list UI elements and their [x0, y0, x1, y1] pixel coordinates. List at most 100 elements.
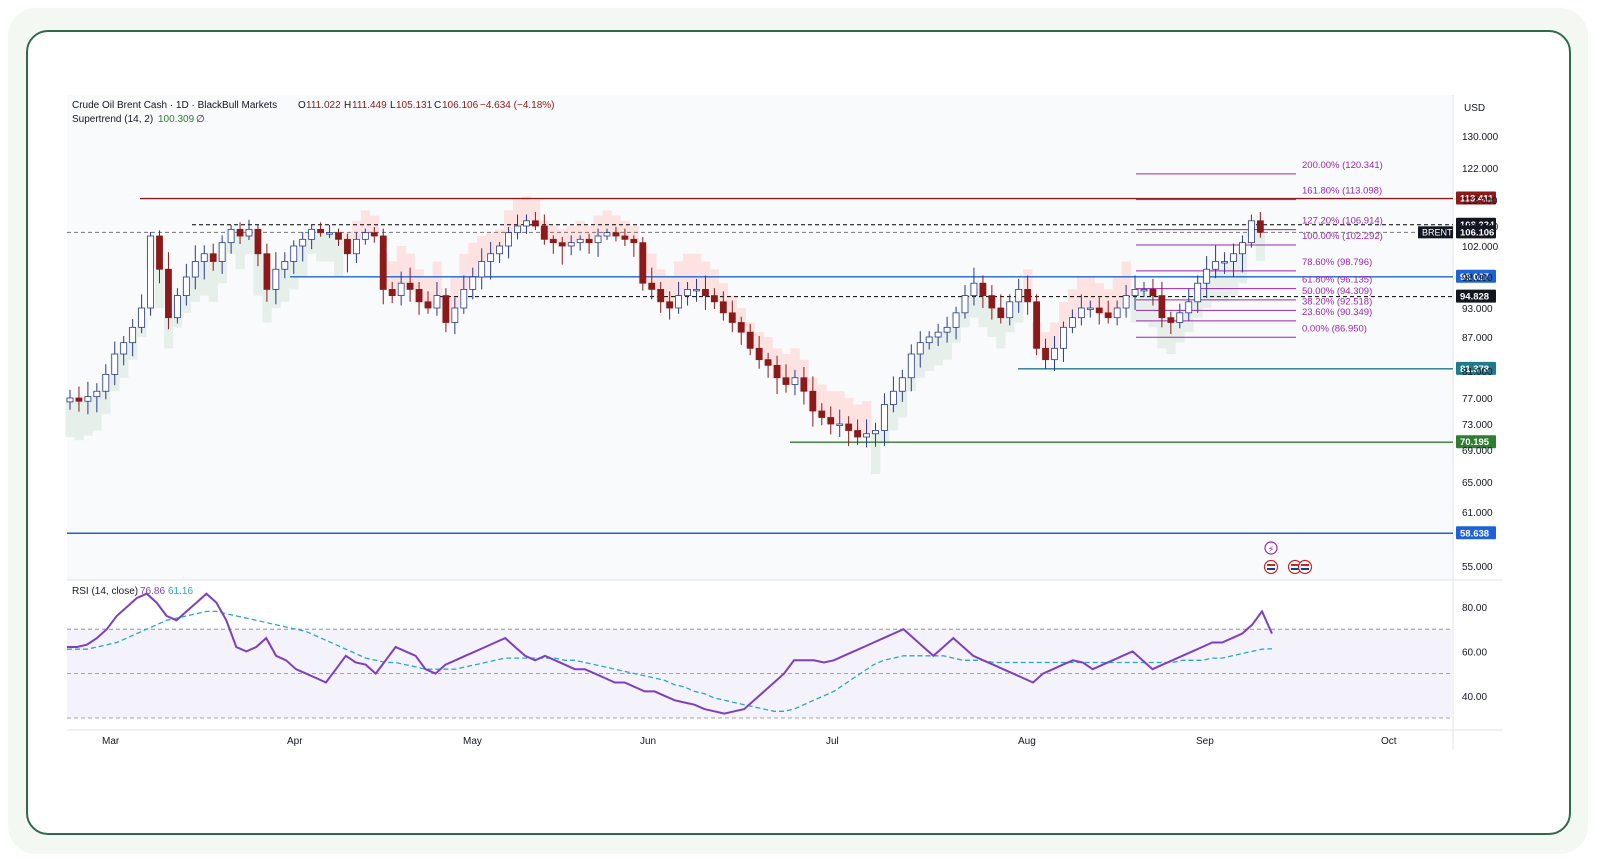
- candle-body: [791, 377, 799, 385]
- candle-body: [1176, 312, 1184, 323]
- y-tick-label: 69.000: [1462, 446, 1493, 457]
- supertrend-band: [817, 384, 827, 418]
- supertrend-band: [683, 253, 693, 290]
- level-price-text: 108.234: [1460, 220, 1495, 231]
- currency-label[interactable]: USD: [1464, 103, 1485, 114]
- candle-body: [523, 220, 530, 227]
- supertrend-band: [844, 398, 854, 431]
- candle-body: [1221, 261, 1228, 264]
- rsi-value: 76.86: [140, 586, 165, 597]
- supertrend-band: [450, 277, 460, 308]
- candle-body: [1212, 261, 1219, 270]
- supertrend-band: [1050, 322, 1060, 349]
- us-flag-event-icon[interactable]: [1263, 559, 1279, 575]
- price-axis[interactable]: 130.000 122.000 113.000 108.000 102.000 98.00…: [1462, 132, 1499, 573]
- candle-body: [451, 307, 459, 323]
- candle-body: [1149, 288, 1157, 296]
- candle-body: [728, 312, 736, 323]
- candle-body: [898, 377, 906, 392]
- supertrend-band: [987, 308, 997, 337]
- indicator-name[interactable]: Supertrend (14, 2): [72, 114, 153, 125]
- high-value: 111.449: [352, 100, 387, 111]
- candle-body: [1239, 242, 1246, 255]
- candle-body: [335, 232, 342, 240]
- candle-body: [1113, 307, 1121, 319]
- level-price-text: 98.027: [1460, 272, 1489, 283]
- level-price-tag: [1456, 225, 1496, 239]
- supertrend-band: [334, 239, 344, 277]
- candle-body: [290, 245, 298, 262]
- rsi-line: [67, 592, 1273, 715]
- candle-body: [138, 307, 146, 328]
- time-axis[interactable]: Mar Apr May Jun Jul Aug Sep Oct: [102, 736, 1397, 747]
- us-flag-event-icon[interactable]: [1297, 559, 1313, 575]
- candle-body: [308, 228, 316, 240]
- candle-body: [388, 288, 396, 296]
- candle-body: [415, 288, 423, 303]
- level-price-tag: [1456, 435, 1496, 449]
- supertrend-band: [163, 317, 174, 349]
- candle-body: [558, 242, 566, 247]
- supertrend-band: [763, 337, 773, 366]
- fib-level-label: 78.60% (98.796): [1302, 257, 1372, 268]
- x-tick-label: Apr: [287, 736, 303, 747]
- level-price-tag: [1456, 361, 1496, 375]
- supertrend-band: [548, 226, 559, 243]
- supertrend-band: [1058, 301, 1069, 328]
- candle-body: [639, 242, 647, 284]
- candle-body: [120, 342, 128, 355]
- supertrend-band: [629, 226, 639, 243]
- supertrend-band: [1112, 277, 1122, 308]
- supertrend-band: [674, 261, 684, 296]
- candle-body: [263, 253, 271, 290]
- fib-level-label: 100.00% (102.292): [1302, 231, 1383, 242]
- candle-body: [576, 238, 584, 244]
- rsi-label[interactable]: RSI (14, close): [72, 586, 138, 597]
- candle-body: [361, 232, 369, 240]
- supertrend-band: [692, 253, 702, 290]
- supertrend-band: [871, 430, 881, 474]
- candle-body: [1248, 220, 1255, 244]
- x-tick-label: Aug: [1018, 736, 1036, 747]
- supertrend-band: [280, 261, 290, 302]
- level-price-text: 113.411: [1460, 194, 1494, 205]
- level-price-tag: [1456, 191, 1496, 205]
- x-tick-label: Jun: [640, 736, 656, 747]
- change-value: −4.634 (−4.18%): [480, 100, 555, 111]
- x-tick-label: May: [463, 736, 482, 747]
- event-markers[interactable]: ⚡: [1263, 541, 1313, 575]
- supertrend-band: [1157, 317, 1167, 349]
- candle-body: [514, 225, 521, 234]
- candle-body: [1015, 288, 1023, 303]
- low-label: L: [390, 100, 396, 111]
- candle-body: [317, 228, 325, 234]
- candle-body: [281, 261, 289, 270]
- candle-body: [657, 288, 665, 303]
- fib-level-label: 161.80% (113.098): [1302, 186, 1382, 197]
- candle-body: [532, 220, 539, 227]
- candle-body: [827, 417, 835, 425]
- supertrend-band: [1220, 261, 1230, 302]
- level-price-text: 106.106: [1460, 227, 1494, 238]
- lightning-event-icon[interactable]: [1264, 541, 1278, 555]
- supertrend-band: [790, 348, 800, 378]
- rsi-ma-line: [67, 610, 1273, 712]
- high-label: H: [344, 100, 351, 111]
- y-tick-label: 108.000: [1462, 222, 1499, 233]
- candle-body: [182, 276, 190, 297]
- supertrend-band: [566, 226, 576, 243]
- open-label: O: [298, 100, 306, 111]
- level-price-text: 70.195: [1460, 437, 1490, 448]
- candle-body: [1167, 317, 1175, 323]
- supertrend-band: [611, 215, 621, 236]
- candle-body: [147, 235, 154, 309]
- candle-body: [693, 288, 700, 292]
- candle-body: [1131, 288, 1139, 296]
- candle-body: [165, 268, 172, 319]
- candle-body: [379, 235, 387, 290]
- candle-body: [469, 276, 477, 290]
- flag-stripe: [1301, 568, 1309, 570]
- candle-body: [460, 288, 468, 309]
- supertrend-band: [316, 232, 326, 262]
